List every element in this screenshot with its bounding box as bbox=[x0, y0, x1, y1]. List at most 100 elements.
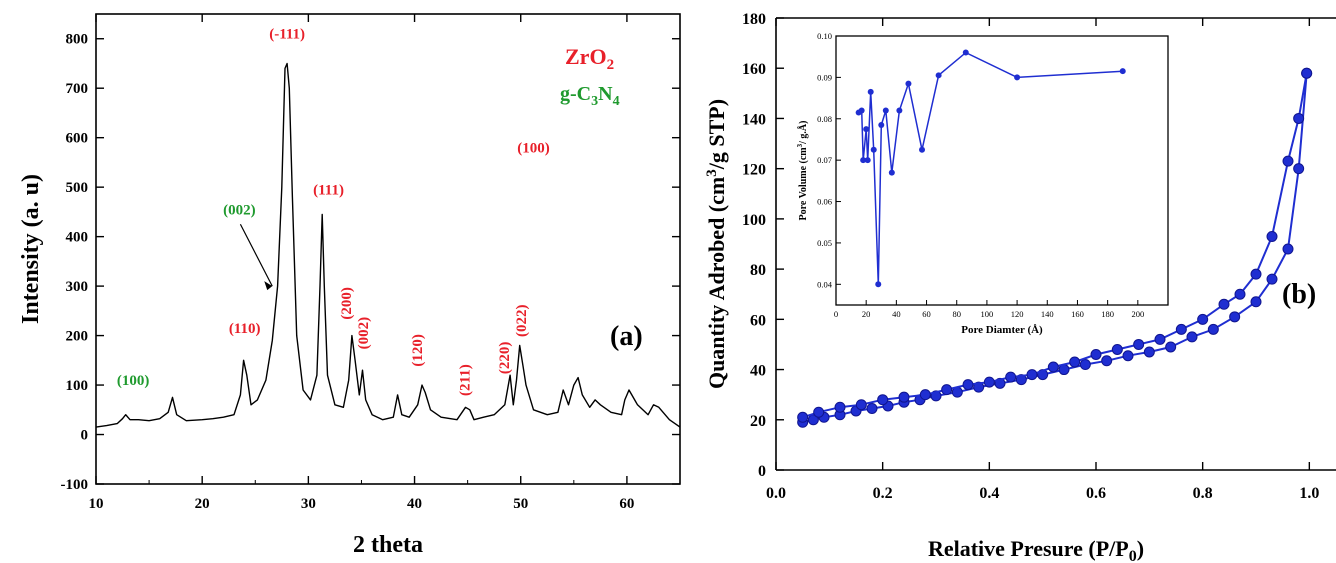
isotherm-point bbox=[1005, 371, 1017, 383]
peak-label: (100) bbox=[517, 141, 550, 157]
isotherm-point bbox=[898, 391, 910, 403]
inset-y-tick-label: 0.08 bbox=[817, 114, 832, 124]
isotherm-point bbox=[1154, 333, 1166, 345]
isotherm-point bbox=[1293, 112, 1305, 124]
inset-point bbox=[882, 107, 889, 114]
inset-x-tick-label: 40 bbox=[892, 309, 901, 319]
y-tick-label: 160 bbox=[742, 61, 766, 78]
inset-frame bbox=[835, 35, 1169, 306]
x-tick-label: 30 bbox=[301, 496, 316, 512]
isotherm-point bbox=[919, 389, 931, 401]
x-tick-label: 40 bbox=[407, 496, 422, 512]
isotherm-point bbox=[1266, 273, 1278, 285]
inset-point bbox=[962, 49, 969, 56]
isotherm-point bbox=[797, 411, 809, 423]
inset-series-line bbox=[858, 51, 1123, 285]
inset-y-tick-label: 0.05 bbox=[817, 238, 832, 248]
y-tick-label: 100 bbox=[66, 378, 89, 394]
isotherm-point bbox=[1133, 338, 1145, 350]
peak-label: (220) bbox=[497, 342, 513, 375]
inset-x-tick-label: 80 bbox=[952, 309, 961, 319]
isotherm-point bbox=[813, 406, 825, 418]
isotherm-point bbox=[983, 376, 995, 388]
peak-label: (120) bbox=[410, 334, 426, 367]
x-tick-label: 50 bbox=[513, 496, 528, 512]
x-tick-label: 0.4 bbox=[979, 485, 999, 502]
inset-point bbox=[935, 72, 942, 79]
y-axis-label-sup: 3 bbox=[704, 169, 720, 177]
isotherm-point bbox=[1197, 313, 1209, 325]
annotation-arrow-line bbox=[239, 223, 273, 287]
legend-gc3n4-sub1: 3 bbox=[591, 94, 598, 109]
peak-label: (100) bbox=[117, 373, 150, 389]
annotation-arrow-head bbox=[264, 281, 273, 291]
peak-label: (022) bbox=[514, 304, 530, 337]
inset-y-axis-label-sup: 3 bbox=[796, 143, 804, 147]
y-tick-label: 500 bbox=[66, 180, 89, 196]
xrd-panel: -100 0 100 200 300 400 500 600 700 800 10 20 30 40 50 6… bbox=[18, 13, 681, 558]
x-axis-label: Relative Presure (P/P0) bbox=[928, 536, 1144, 563]
y-tick-label: 100 bbox=[742, 212, 766, 229]
y-tick-label: 200 bbox=[66, 329, 89, 345]
isotherm-point bbox=[1234, 288, 1246, 300]
inset-x-tick-label: 140 bbox=[1041, 309, 1054, 319]
inset-y-axis-label-end: / g.Å) bbox=[797, 121, 809, 145]
isotherm-point bbox=[1101, 355, 1113, 367]
inset-point bbox=[896, 107, 903, 114]
inset-point bbox=[860, 157, 867, 164]
inset-x-tick-label: 160 bbox=[1071, 309, 1084, 319]
y-tick-label: 600 bbox=[66, 131, 89, 147]
inset-x-tick-label: 20 bbox=[862, 309, 871, 319]
y-tick-label: 180 bbox=[742, 11, 766, 28]
isotherm-point bbox=[1165, 341, 1177, 353]
isotherm-point bbox=[834, 401, 846, 413]
x-tick-label: 10 bbox=[89, 496, 104, 512]
y-tick-label: -100 bbox=[61, 477, 89, 493]
y-axis-label: Intensity (a. u) bbox=[18, 174, 44, 324]
isotherm-point bbox=[962, 379, 974, 391]
isotherm-point bbox=[1175, 323, 1187, 335]
x-axis-label-end: ) bbox=[1137, 536, 1144, 561]
inset-y-tick-label: 0.04 bbox=[817, 279, 833, 289]
isotherm-point bbox=[941, 384, 953, 396]
bet-panel: 0 20 40 60 80 100 120 140 160 180 0.0 0.2 0.4 0.6 0.8 1… bbox=[704, 11, 1336, 563]
peak-label: (002) bbox=[223, 202, 256, 218]
inset-y-tick-label: 0.09 bbox=[817, 72, 832, 82]
inset-point bbox=[905, 80, 912, 87]
legend-zro2-main: ZrO bbox=[565, 44, 607, 69]
inset-x-tick-label: 60 bbox=[922, 309, 931, 319]
peak-label: (110) bbox=[229, 321, 261, 337]
x-tick-label: 1.0 bbox=[1299, 485, 1319, 502]
xrd-series-line bbox=[95, 62, 681, 428]
y-tick-label: 700 bbox=[66, 81, 89, 97]
y-tick-label: 80 bbox=[750, 262, 766, 279]
peak-label: (-111) bbox=[269, 27, 305, 43]
inset-x-tick-label: 200 bbox=[1131, 309, 1144, 319]
isotherm-point bbox=[1143, 346, 1155, 358]
isotherm-point bbox=[1026, 369, 1038, 381]
isotherm-point bbox=[1282, 155, 1294, 167]
inset-point bbox=[878, 121, 885, 128]
x-tick-label: 20 bbox=[195, 496, 210, 512]
inset-y-axis-label-main: Pore Volume (cm bbox=[798, 147, 809, 221]
inset-point bbox=[888, 169, 895, 176]
peak-label: (111) bbox=[313, 183, 344, 199]
y-tick-label: 140 bbox=[742, 111, 766, 128]
inset-point bbox=[875, 281, 882, 288]
isotherm-point bbox=[1207, 323, 1219, 335]
isotherm-point bbox=[1250, 296, 1262, 308]
legend-zro2-sub: 2 bbox=[607, 57, 615, 73]
x-axis-label-sub: 0 bbox=[1129, 548, 1137, 563]
inset-y-tick-label: 0.06 bbox=[817, 197, 832, 207]
peak-label: (002) bbox=[356, 317, 372, 350]
isotherm-point bbox=[1229, 311, 1241, 323]
inset-point bbox=[870, 146, 877, 153]
isotherm-point bbox=[855, 399, 867, 411]
isotherm-point bbox=[1122, 350, 1134, 362]
isotherm-point bbox=[1111, 343, 1123, 355]
inset-y-axis-label: Pore Volume (cm3/ g.Å) bbox=[796, 121, 809, 221]
x-axis-label-main: Relative Presure (P/P bbox=[928, 536, 1129, 561]
y-tick-label: 60 bbox=[750, 312, 766, 329]
x-tick-label: 0.8 bbox=[1193, 485, 1213, 502]
